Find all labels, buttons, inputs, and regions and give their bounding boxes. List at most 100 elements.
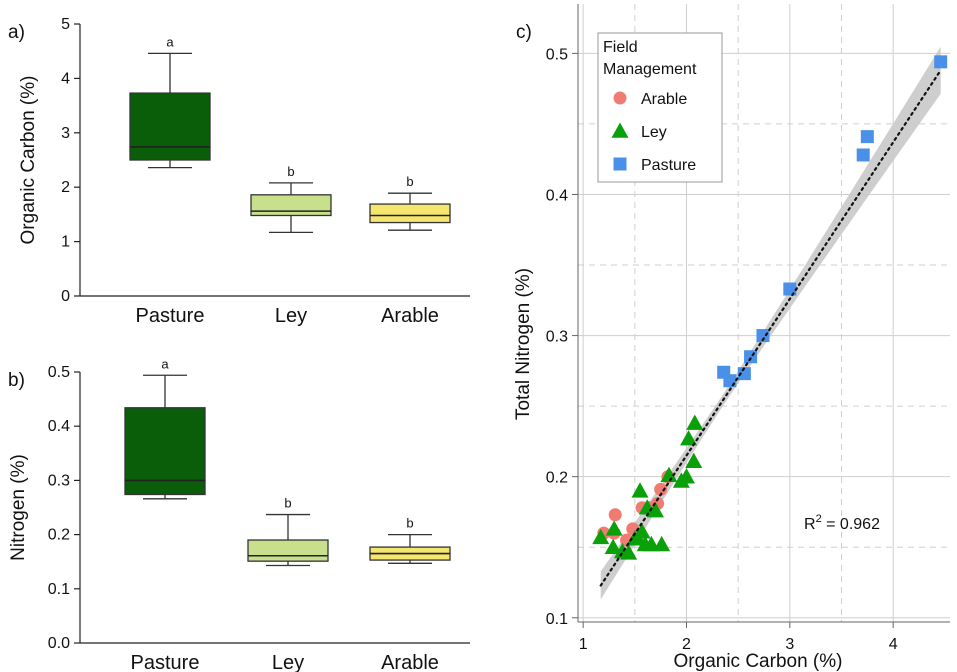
c-x-tick-label: 2 (682, 636, 691, 653)
panel-c-y-axis-title: Total Nitrogen (%) (513, 268, 534, 420)
a-y-tick-label: 1 (61, 234, 70, 251)
panel-a-label: a) (8, 22, 25, 43)
box-iqr (250, 194, 332, 217)
significance-letter: b (406, 516, 413, 531)
point-ley (592, 528, 610, 545)
legend-label-arable: Arable (641, 91, 687, 108)
point-ley (647, 502, 664, 518)
panel-c-x-axis-title: Organic Carbon (%) (674, 651, 843, 672)
b-y-tick-label: 0.0 (48, 635, 70, 652)
legend-item-pasture: Pasture (613, 157, 696, 174)
box-iqr (369, 203, 451, 224)
point-ley (686, 414, 704, 430)
a-y-tick-label: 3 (61, 125, 70, 142)
point-ley (660, 466, 678, 483)
point-pasture (737, 367, 751, 381)
point-pasture (723, 374, 737, 388)
point-pasture (783, 282, 797, 296)
c-x-tick-label: 4 (889, 636, 898, 653)
legend-title-line2: Management (603, 61, 697, 78)
panel-b-y-axis-title: Nitrogen (%) (8, 454, 29, 561)
point-ley (633, 523, 651, 539)
panel-c-axes: 1 2 3 4 0.1 0.2 0.3 0.4 0.5 (546, 4, 950, 653)
c-y-tick-label: 0.5 (546, 46, 568, 63)
b-y-tick-label: 0.1 (48, 581, 70, 598)
point-ley (605, 520, 623, 536)
box-iqr (247, 539, 329, 562)
legend-label-pasture: Pasture (641, 157, 696, 174)
point-ley (685, 452, 703, 468)
r-squared-sup: 2 (816, 513, 822, 525)
a-y-tick-label: 2 (61, 179, 70, 196)
b-y-tick-label: 0.4 (48, 418, 70, 435)
legend-title-line1: Field (603, 39, 638, 56)
point-pasture (744, 350, 758, 364)
legend-marker-arable (613, 91, 627, 105)
legend-box (597, 32, 723, 183)
b-box-arable: b (369, 516, 451, 564)
panel-c-label: c) (516, 22, 532, 43)
b-y-tick-label: 0.3 (48, 472, 70, 489)
significance-letter: b (284, 496, 291, 511)
box-iqr (124, 407, 206, 496)
a-box-ley: b (250, 164, 332, 234)
c-y-tick-label: 0.2 (546, 470, 568, 487)
a-box-pasture: a (129, 34, 211, 169)
panel-b-nitrogen-boxplot: b) Nitrogen (%) 0.0 0.1 0.2 0.3 0.4 0.5 Pastur… (8, 356, 470, 672)
c-x-tick-label: 3 (785, 636, 794, 653)
panel-b-label: b) (8, 370, 25, 391)
panel-c-confidence-band (600, 46, 941, 600)
point-ley (631, 482, 649, 498)
legend-item-ley: Ley (611, 122, 667, 141)
significance-letter: b (406, 174, 413, 189)
panel-a-boxes: a b b (129, 34, 451, 234)
point-pasture (856, 148, 870, 162)
a-y-tick-label: 0 (61, 288, 70, 305)
b-y-tick-label: 0.5 (48, 364, 70, 381)
box-iqr (129, 92, 211, 161)
significance-letter: a (161, 356, 169, 371)
point-pasture (860, 130, 874, 144)
panel-a-organic-carbon-boxplot: a) Organic Carbon (%) 0 1 2 3 4 5 Pasture Ley Ar… (8, 16, 470, 327)
point-ley (680, 430, 698, 446)
point-ley (653, 535, 671, 552)
a-box-arable: b (369, 174, 451, 231)
b-box-ley: b (247, 496, 329, 567)
legend-marker-pasture (613, 157, 627, 171)
point-pasture (934, 55, 948, 69)
legend-items: Arable Ley Pasture (611, 91, 696, 174)
panel-b-axes: 0.0 0.1 0.2 0.3 0.4 0.5 Pasture Ley Arable (48, 364, 470, 672)
point-ley (620, 544, 638, 560)
r-squared-annotation: R2 = 0.962 (804, 513, 880, 533)
a-y-tick-label: 4 (61, 70, 70, 87)
point-arable (608, 508, 622, 522)
legend: Field Management Arable Ley Pasture (597, 32, 723, 183)
panel-c-fit-line (599, 69, 942, 587)
panel-b-boxes: a b b (124, 356, 451, 567)
b-x-tick-label: Pasture (131, 652, 200, 672)
c-y-tick-label: 0.4 (546, 187, 568, 204)
b-x-tick-label: Ley (272, 652, 304, 672)
a-x-tick-label: Arable (381, 305, 439, 327)
regression-line (599, 69, 942, 587)
significance-letter: b (287, 164, 294, 179)
panel-c-points (592, 55, 948, 560)
legend-marker-ley (611, 122, 629, 138)
a-x-tick-label: Ley (275, 305, 307, 327)
point-ley (678, 468, 695, 484)
c-y-tick-label: 0.3 (546, 329, 568, 346)
b-x-tick-label: Arable (381, 652, 439, 672)
panel-a-axes: 0 1 2 3 4 5 Pasture Ley Arable (61, 16, 470, 327)
point-ley (604, 538, 622, 555)
confidence-band (600, 46, 941, 600)
b-y-tick-label: 0.2 (48, 527, 70, 544)
legend-label-ley: Ley (641, 124, 667, 141)
point-arable (654, 482, 668, 496)
point-arable (626, 522, 640, 536)
significance-letter: a (166, 34, 174, 49)
a-y-tick-label: 5 (61, 16, 70, 33)
panel-a-y-axis-title: Organic Carbon (%) (18, 76, 39, 245)
point-pasture (756, 329, 770, 343)
r-squared-r: R (804, 516, 816, 533)
